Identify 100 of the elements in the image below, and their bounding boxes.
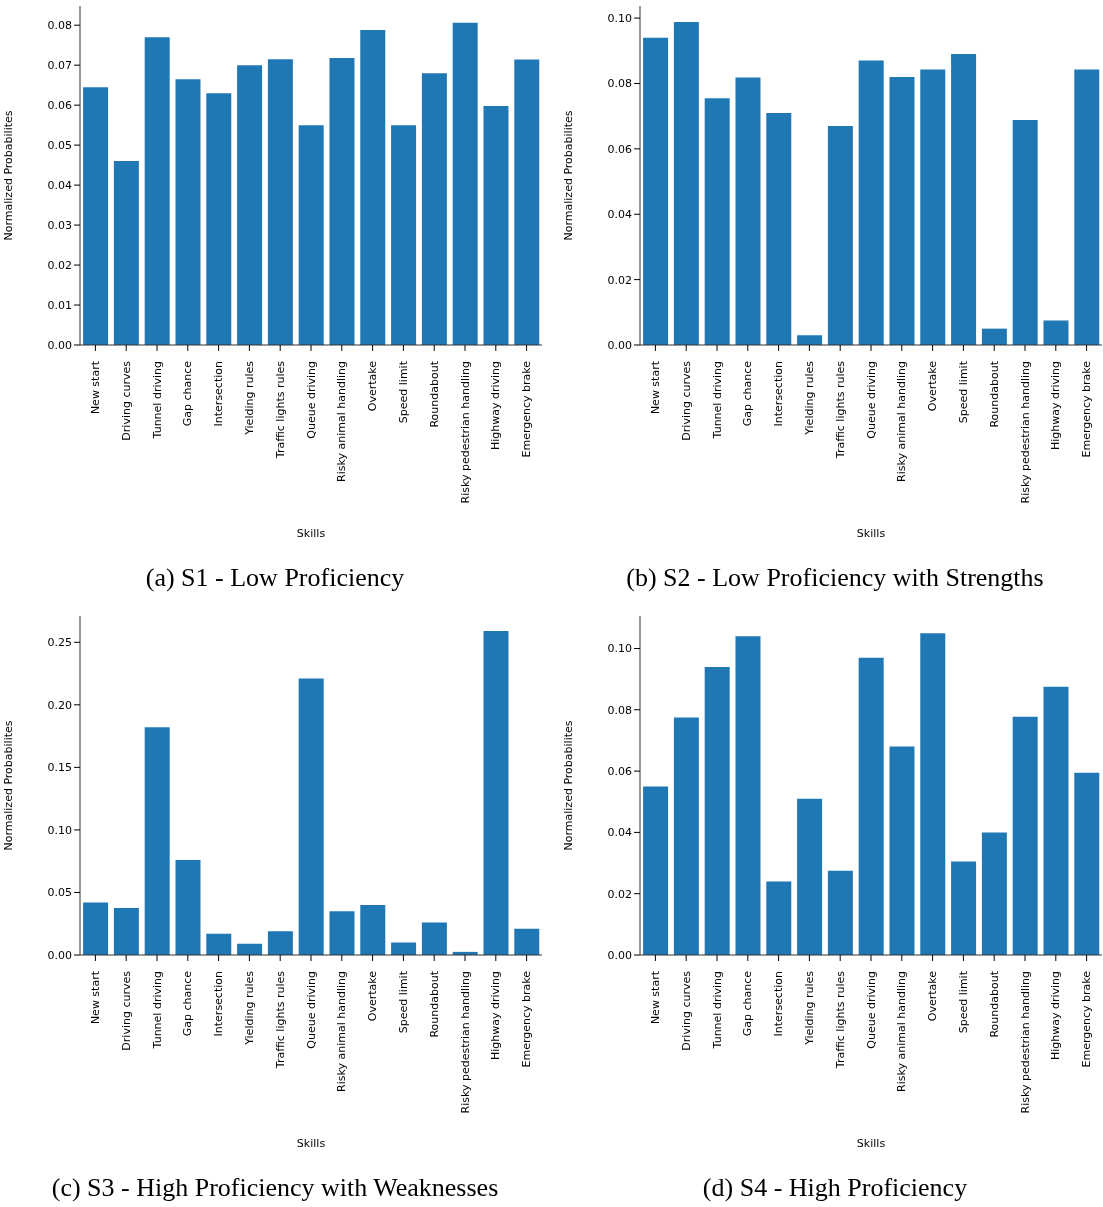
y-axis-title: Normalized Probabilites: [561, 110, 575, 241]
x-tick-label: Tunnel driving: [710, 971, 724, 1050]
x-tick-label: Emergency brake: [520, 970, 534, 1068]
y-axis-title: Normalized Probabilites: [561, 720, 575, 851]
bar: [1043, 320, 1069, 345]
bar: [175, 79, 201, 345]
x-tick-label: Queue driving: [304, 361, 318, 439]
x-tick-label: Speed limit: [956, 970, 970, 1034]
bar: [360, 29, 386, 345]
bar: [421, 73, 447, 345]
bar: [83, 87, 109, 345]
bar: [858, 657, 884, 955]
x-tick-label: Risky animal handling: [335, 361, 349, 482]
x-tick-label: Risky animal handling: [335, 971, 349, 1092]
bar: [483, 631, 509, 955]
x-tick-label: Yielding rules: [802, 970, 816, 1046]
x-tick-label: Overtake: [926, 360, 940, 412]
y-tick-label: 0.10: [607, 12, 632, 25]
x-tick-label: Roundabout: [427, 360, 441, 428]
bar: [643, 786, 669, 955]
y-tick-label: 0.08: [47, 19, 72, 33]
x-tick-label: Speed limit: [396, 970, 410, 1034]
x-tick-label: Overtake: [366, 360, 380, 412]
bar: [1074, 69, 1100, 345]
y-tick-label: 0.03: [47, 218, 72, 232]
x-tick-label: Intersection: [212, 970, 226, 1037]
y-tick-label: 0.10: [607, 642, 632, 656]
x-tick-label: Overtake: [926, 970, 940, 1022]
x-tick-label: Traffic lights rules: [273, 970, 287, 1070]
bar: [175, 859, 201, 955]
y-tick-label: 0.08: [607, 703, 632, 717]
x-tick-label: Yielding rules: [802, 360, 816, 436]
x-tick-label: Queue driving: [864, 361, 878, 439]
x-tick-label: Risky pedestrian handling: [458, 361, 472, 504]
y-tick-label: 0.04: [607, 208, 632, 222]
x-tick-label: Tunnel driving: [710, 361, 724, 440]
y-tick-label: 0.07: [47, 59, 72, 73]
x-axis-title: Skills: [856, 527, 886, 540]
x-tick-label: Highway driving: [489, 361, 503, 451]
bar: [113, 161, 139, 345]
y-tick-label: 0.01: [47, 298, 72, 312]
x-tick-label: Roundabout: [987, 360, 1001, 428]
bar: [206, 933, 232, 955]
bar: [951, 861, 977, 955]
text: (d) S4 - High Proficiency: [701, 1173, 969, 1203]
bar: [920, 633, 946, 955]
x-axis-title: Skills: [296, 527, 326, 540]
y-axis-title: Normalized Probabilites: [1, 720, 15, 851]
x-tick-label: Intersection: [212, 360, 226, 427]
y-axis-title: Normalized Probabilites: [1, 110, 15, 241]
y-tick-label: 0.20: [47, 698, 72, 712]
bar: [144, 727, 170, 955]
bar: [1012, 120, 1038, 345]
x-tick-label: Driving curves: [119, 360, 133, 441]
y-tick-label: 0.08: [607, 77, 632, 91]
bar: [889, 76, 915, 345]
bar: [766, 881, 792, 955]
bar: [827, 870, 853, 955]
bar: [514, 59, 540, 345]
bar: [267, 931, 293, 955]
y-tick-label: 0.04: [607, 826, 632, 840]
x-tick-label: Driving curves: [679, 970, 693, 1051]
x-tick-label: Yielding rules: [242, 360, 256, 436]
bar: [329, 911, 355, 955]
bar: [391, 942, 417, 955]
x-tick-label: Traffic lights rules: [833, 970, 847, 1070]
bar: [797, 798, 823, 955]
y-tick-label: 0.00: [47, 338, 72, 352]
bar: [643, 37, 669, 345]
bar: [113, 908, 139, 955]
bar: [889, 746, 915, 955]
bar: [704, 98, 730, 345]
bar: [298, 125, 324, 345]
x-tick-label: Risky pedestrian handling: [1018, 361, 1032, 504]
bar: [391, 125, 417, 345]
x-tick-label: Gap chance: [181, 360, 195, 427]
x-tick-label: Highway driving: [1049, 971, 1063, 1061]
text: (c) S3 - High Proficiency with Weaknesses: [50, 1173, 500, 1203]
x-tick-label: Risky animal handling: [895, 971, 909, 1092]
bar: [421, 922, 447, 955]
x-tick-label: Gap chance: [741, 360, 755, 427]
bar: [735, 636, 761, 955]
x-tick-label: Queue driving: [304, 971, 318, 1049]
x-tick-label: Highway driving: [1049, 361, 1063, 451]
bar: [827, 125, 853, 345]
y-tick-label: 0.06: [607, 765, 632, 778]
x-tick-label: Driving curves: [119, 970, 133, 1051]
bar: [673, 717, 699, 955]
x-tick-label: Intersection: [772, 360, 786, 427]
y-tick-label: 0.05: [47, 886, 72, 900]
x-tick-label: Traffic lights rules: [833, 360, 847, 460]
bar: [483, 105, 509, 345]
x-axis-title: Skills: [296, 1137, 326, 1150]
y-tick-label: 0.15: [47, 761, 72, 775]
x-tick-label: Queue driving: [864, 971, 878, 1049]
x-tick-label: Roundabout: [987, 970, 1001, 1038]
x-tick-label: Gap chance: [741, 970, 755, 1037]
x-tick-label: New start: [88, 970, 102, 1025]
bar: [673, 22, 699, 345]
x-tick-label: Emergency brake: [1080, 970, 1094, 1068]
